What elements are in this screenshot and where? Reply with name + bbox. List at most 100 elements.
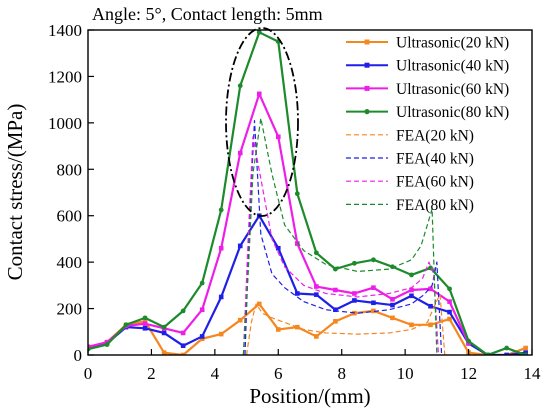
data-point <box>333 287 338 293</box>
x-tick-label: 8 <box>337 364 346 383</box>
data-point <box>142 319 148 324</box>
y-tick-label: 400 <box>57 253 83 272</box>
data-point <box>390 264 395 270</box>
series-fea-80-kn <box>242 117 438 355</box>
legend: Ultrasonic(20 kN) Ultrasonic(40 kN) Ultras… <box>346 35 509 214</box>
data-point <box>275 134 281 140</box>
legend-label: FEA(60 kN) <box>396 174 474 191</box>
data-point <box>428 322 433 328</box>
legend-label: FEA(80 kN) <box>396 197 474 214</box>
y-tick-label: 800 <box>57 160 83 179</box>
data-point <box>352 298 357 303</box>
legend-item: Ultrasonic(20 kN) <box>346 35 509 52</box>
data-point <box>161 350 167 355</box>
data-point <box>142 315 148 321</box>
legend-label: Ultrasonic(40 kN) <box>396 58 509 75</box>
data-point <box>371 257 376 263</box>
data-point <box>256 301 262 307</box>
legend-item: Ultrasonic(60 kN) <box>346 81 509 98</box>
data-point <box>256 91 262 97</box>
data-point <box>428 286 433 292</box>
data-point <box>275 245 281 251</box>
data-point <box>447 309 452 315</box>
data-point <box>218 207 224 213</box>
data-point <box>313 250 319 256</box>
legend-marker <box>364 62 370 68</box>
data-point <box>237 243 243 249</box>
data-point <box>104 342 110 347</box>
plot-area <box>88 30 529 355</box>
y-tick-label: 1200 <box>48 67 82 86</box>
data-point <box>447 316 452 322</box>
legend-label: FEA(20 kN) <box>396 127 474 144</box>
data-point <box>333 307 338 313</box>
legend-label: Ultrasonic(60 kN) <box>396 81 509 98</box>
y-tick-label: 1400 <box>48 21 82 40</box>
legend-item: Ultrasonic(40 kN) <box>346 58 509 75</box>
data-point <box>180 308 186 314</box>
data-point <box>409 293 414 299</box>
legend-marker <box>364 85 370 91</box>
data-point <box>295 241 300 246</box>
data-point <box>333 319 338 324</box>
data-point <box>142 326 148 331</box>
x-tick-label: 4 <box>211 364 220 383</box>
data-point <box>295 291 300 296</box>
data-point <box>390 302 395 308</box>
data-point <box>199 307 205 313</box>
data-point <box>123 322 129 328</box>
legend-item: FEA(80 kN) <box>346 197 474 214</box>
y-axis-title: Contact stress/(MPa) <box>3 104 27 281</box>
plot-frame <box>87 29 533 356</box>
data-point <box>161 330 167 336</box>
data-point <box>218 245 224 251</box>
y-tick-label: 600 <box>57 207 83 226</box>
y-tick-label: 1000 <box>48 114 82 133</box>
series-line <box>245 294 446 355</box>
data-point <box>237 150 243 156</box>
legend-item: FEA(60 kN) <box>346 174 474 191</box>
legend-label: FEA(40 kN) <box>396 151 474 168</box>
data-point <box>409 272 414 278</box>
series-layer <box>88 30 529 355</box>
data-point <box>199 334 205 339</box>
data-point <box>199 336 205 342</box>
x-axis-title: Position/(mm) <box>249 384 370 408</box>
data-point <box>409 287 414 293</box>
legend-marker <box>364 39 370 45</box>
data-point <box>428 303 433 309</box>
data-point <box>332 266 338 272</box>
data-point <box>371 300 376 306</box>
series-line <box>88 214 526 355</box>
data-point <box>466 338 471 344</box>
data-point <box>218 331 224 337</box>
series-fea-20-kn <box>245 294 446 355</box>
peak-highlight-ellipse <box>225 27 299 217</box>
data-point <box>371 285 376 290</box>
x-tick-label: 0 <box>84 364 93 383</box>
data-point <box>180 330 186 336</box>
data-point <box>256 30 262 35</box>
data-point <box>523 345 528 351</box>
data-point <box>447 286 452 292</box>
data-point <box>409 322 414 328</box>
data-point <box>314 292 319 297</box>
data-point <box>294 191 300 197</box>
data-point <box>237 83 243 89</box>
legend-item: Ultrasonic(80 kN) <box>346 104 509 121</box>
series-line <box>88 31 527 355</box>
x-tick-label: 12 <box>460 364 477 383</box>
y-tick-label: 0 <box>74 346 83 365</box>
x-tick-label: 14 <box>524 364 542 383</box>
data-point <box>180 352 186 355</box>
data-point <box>275 327 281 332</box>
data-point <box>504 352 509 355</box>
series-ultrasonic-80-kn <box>88 30 529 355</box>
x-tick-label: 10 <box>397 364 414 383</box>
legend-marker <box>364 109 370 115</box>
data-point <box>218 294 224 300</box>
data-point <box>199 280 205 286</box>
series-line <box>242 136 440 355</box>
data-point <box>447 299 452 304</box>
